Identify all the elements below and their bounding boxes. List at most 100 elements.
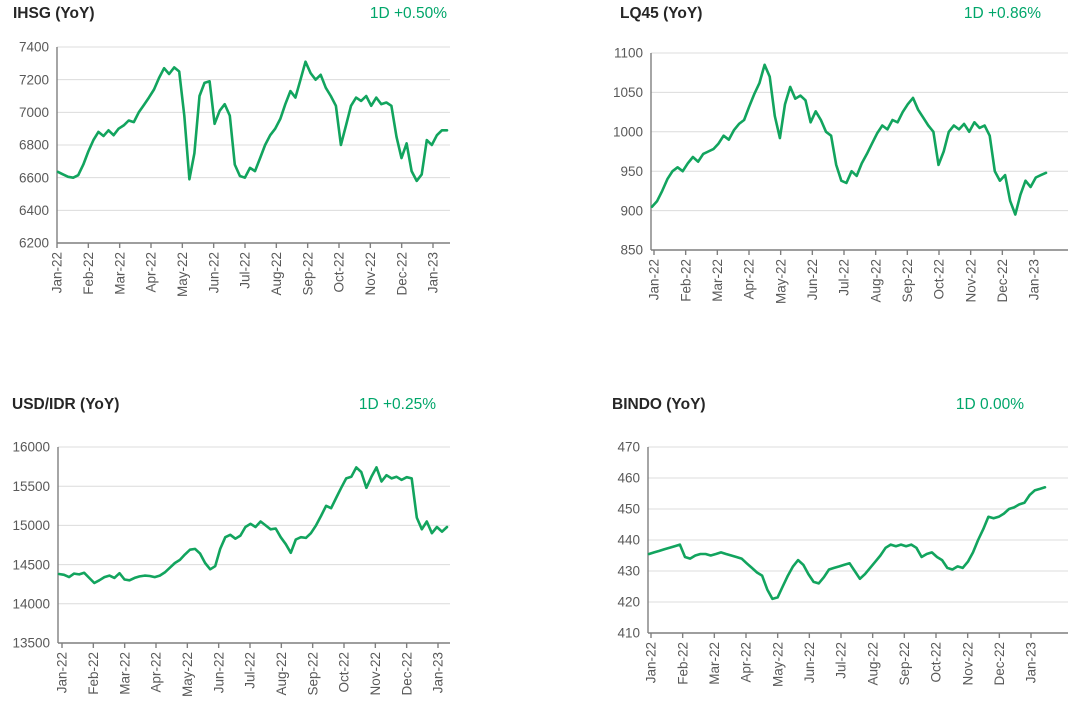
svg-text:440: 440 — [617, 533, 640, 548]
lq45-gridlines — [651, 52, 1068, 212]
ihsg-chart-title: IHSG (YoY) — [13, 5, 95, 22]
lq45-axes — [650, 53, 1068, 251]
svg-text:Dec-22: Dec-22 — [995, 259, 1010, 303]
svg-text:Apr-22: Apr-22 — [149, 652, 164, 693]
svg-text:Aug-22: Aug-22 — [269, 252, 284, 296]
svg-text:1050: 1050 — [613, 85, 643, 100]
svg-text:Mar-22: Mar-22 — [117, 652, 132, 695]
chart-bindo: 470 460 450 440 430 420 410 Jan-22 Feb-22 Mar-22 A… — [617, 440, 1068, 687]
bindo-chart-title: BINDO (YoY) — [612, 396, 706, 413]
svg-text:Jan-23: Jan-23 — [426, 252, 441, 293]
svg-text:Feb-22: Feb-22 — [678, 259, 693, 302]
svg-text:15500: 15500 — [12, 479, 50, 494]
svg-text:14500: 14500 — [12, 557, 50, 572]
usdidr-y-axis-labels: 16000 15500 15000 14500 14000 13500 — [12, 440, 50, 651]
usdidr-change-label: 1D +0.25% — [358, 396, 436, 413]
ihsg-x-axis-labels: Jan-22 Feb-22 Mar-22 Apr-22 May-22 Jun-22 Jul-… — [50, 243, 441, 297]
svg-text:460: 460 — [617, 471, 640, 486]
svg-text:Nov-22: Nov-22 — [963, 259, 978, 303]
svg-text:Jan-23: Jan-23 — [1027, 259, 1042, 300]
svg-text:Dec-22: Dec-22 — [394, 252, 409, 296]
svg-text:Aug-22: Aug-22 — [868, 259, 883, 303]
usdidr-gridlines — [58, 446, 450, 605]
lq45-x-axis-labels: Jan-22 Feb-22 Mar-22 Apr-22 May-22 Jun-22 Jul-… — [647, 250, 1042, 304]
svg-text:Jun-22: Jun-22 — [805, 259, 820, 300]
svg-text:7000: 7000 — [19, 105, 49, 120]
svg-text:Oct-22: Oct-22 — [337, 652, 352, 693]
svg-text:Jun-22: Jun-22 — [211, 652, 226, 693]
svg-text:Sep-22: Sep-22 — [897, 642, 912, 686]
svg-text:Apr-22: Apr-22 — [739, 642, 754, 683]
svg-text:6200: 6200 — [19, 236, 49, 251]
svg-text:Oct-22: Oct-22 — [932, 259, 947, 300]
lq45-change-label: 1D +0.86% — [963, 5, 1041, 22]
svg-text:Jan-22: Jan-22 — [50, 252, 65, 293]
svg-text:950: 950 — [620, 164, 643, 179]
svg-text:Apr-22: Apr-22 — [144, 252, 159, 293]
usdidr-axes — [57, 447, 450, 644]
svg-text:Jan-23: Jan-23 — [1024, 642, 1039, 683]
svg-text:Oct-22: Oct-22 — [332, 252, 347, 293]
svg-text:1100: 1100 — [614, 46, 643, 61]
svg-text:15000: 15000 — [12, 518, 50, 533]
svg-text:430: 430 — [617, 564, 640, 579]
svg-text:Jul-22: Jul-22 — [834, 642, 849, 679]
svg-text:Jan-22: Jan-22 — [647, 259, 662, 300]
svg-text:Jul-22: Jul-22 — [837, 259, 852, 296]
svg-text:Jun-22: Jun-22 — [206, 252, 221, 293]
svg-text:450: 450 — [617, 502, 640, 517]
bindo-series-line — [647, 485, 1047, 601]
svg-text:1000: 1000 — [613, 125, 643, 140]
svg-text:May-22: May-22 — [175, 252, 190, 297]
ihsg-series-line — [56, 60, 449, 183]
svg-text:900: 900 — [620, 203, 643, 218]
svg-text:Mar-22: Mar-22 — [710, 259, 725, 302]
svg-text:Mar-22: Mar-22 — [707, 642, 722, 685]
svg-text:May-22: May-22 — [773, 259, 788, 304]
svg-text:Dec-22: Dec-22 — [992, 642, 1007, 686]
svg-text:6800: 6800 — [19, 138, 49, 153]
svg-text:Dec-22: Dec-22 — [399, 652, 414, 696]
bindo-change-label: 1D 0.00% — [955, 396, 1024, 413]
svg-text:6600: 6600 — [19, 170, 49, 185]
svg-text:Apr-22: Apr-22 — [742, 259, 757, 300]
usdidr-x-axis-labels: Jan-22 Feb-22 Mar-22 Apr-22 May-22 Jun-22 Jul-… — [55, 643, 446, 697]
usdidr-chart-title: USD/IDR (YoY) — [12, 396, 120, 413]
bindo-axes — [647, 447, 1068, 634]
svg-text:420: 420 — [617, 595, 640, 610]
svg-text:May-22: May-22 — [180, 652, 195, 697]
svg-text:Sep-22: Sep-22 — [300, 252, 315, 296]
svg-text:Jul-22: Jul-22 — [238, 252, 253, 289]
svg-text:7400: 7400 — [19, 40, 49, 55]
svg-text:May-22: May-22 — [770, 642, 785, 687]
bindo-x-axis-labels: Jan-22 Feb-22 Mar-22 Apr-22 May-22 Jun-22 Jul-… — [644, 633, 1039, 687]
svg-text:Aug-22: Aug-22 — [274, 652, 289, 696]
lq45-series-line — [650, 63, 1048, 216]
usdidr-series-line — [57, 466, 449, 585]
svg-text:410: 410 — [617, 626, 640, 641]
svg-text:Jan-23: Jan-23 — [431, 652, 446, 693]
ihsg-change-label: 1D +0.50% — [369, 5, 447, 22]
chart-lq45: 1100 1050 1000 950 900 850 Jan-22 Feb-22 Mar-22 A… — [613, 46, 1068, 304]
svg-text:14000: 14000 — [12, 597, 50, 612]
svg-text:Mar-22: Mar-22 — [112, 252, 127, 295]
ihsg-axes — [56, 47, 450, 244]
svg-text:Feb-22: Feb-22 — [81, 252, 96, 295]
svg-text:Nov-22: Nov-22 — [960, 642, 975, 686]
svg-text:Feb-22: Feb-22 — [86, 652, 101, 695]
svg-text:6400: 6400 — [19, 203, 49, 218]
svg-text:16000: 16000 — [12, 440, 50, 455]
chart-usdidr: 16000 15500 15000 14500 14000 13500 Jan-22 Feb-… — [12, 440, 450, 697]
svg-text:Jan-22: Jan-22 — [644, 642, 659, 683]
svg-text:Oct-22: Oct-22 — [929, 642, 944, 683]
svg-text:Aug-22: Aug-22 — [865, 642, 880, 686]
svg-text:Sep-22: Sep-22 — [900, 259, 915, 303]
svg-text:Feb-22: Feb-22 — [675, 642, 690, 685]
svg-text:Jun-22: Jun-22 — [802, 642, 817, 683]
svg-text:Jul-22: Jul-22 — [243, 652, 258, 689]
svg-text:Sep-22: Sep-22 — [305, 652, 320, 696]
svg-text:Nov-22: Nov-22 — [363, 252, 378, 296]
